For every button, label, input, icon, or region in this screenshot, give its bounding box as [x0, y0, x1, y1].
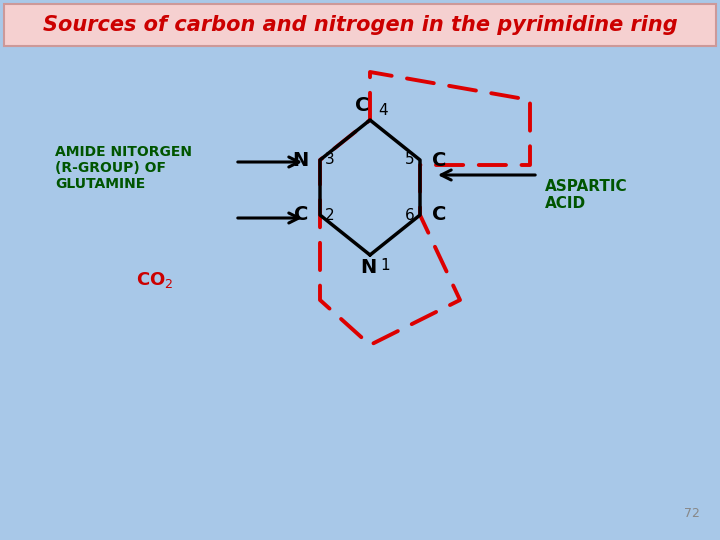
Text: 2: 2 — [325, 207, 335, 222]
Text: C: C — [432, 206, 446, 225]
Text: 3: 3 — [325, 152, 335, 167]
Text: 4: 4 — [378, 103, 387, 118]
Text: AMIDE NITORGEN
(R-GROUP) OF
GLUTAMINE: AMIDE NITORGEN (R-GROUP) OF GLUTAMINE — [55, 145, 192, 191]
Text: N: N — [292, 151, 308, 170]
Text: 6: 6 — [405, 207, 415, 222]
Text: CO$_2$: CO$_2$ — [136, 270, 174, 290]
Text: 5: 5 — [405, 152, 415, 167]
FancyBboxPatch shape — [4, 4, 716, 46]
Text: 1: 1 — [380, 258, 390, 273]
Text: C: C — [355, 96, 369, 115]
Text: C: C — [432, 151, 446, 170]
Text: Sources of carbon and nitrogen in the pyrimidine ring: Sources of carbon and nitrogen in the py… — [42, 15, 678, 35]
Text: N: N — [360, 258, 376, 277]
Text: 72: 72 — [684, 507, 700, 520]
Text: C: C — [294, 206, 308, 225]
Text: ASPARTIC
ACID: ASPARTIC ACID — [545, 179, 628, 211]
